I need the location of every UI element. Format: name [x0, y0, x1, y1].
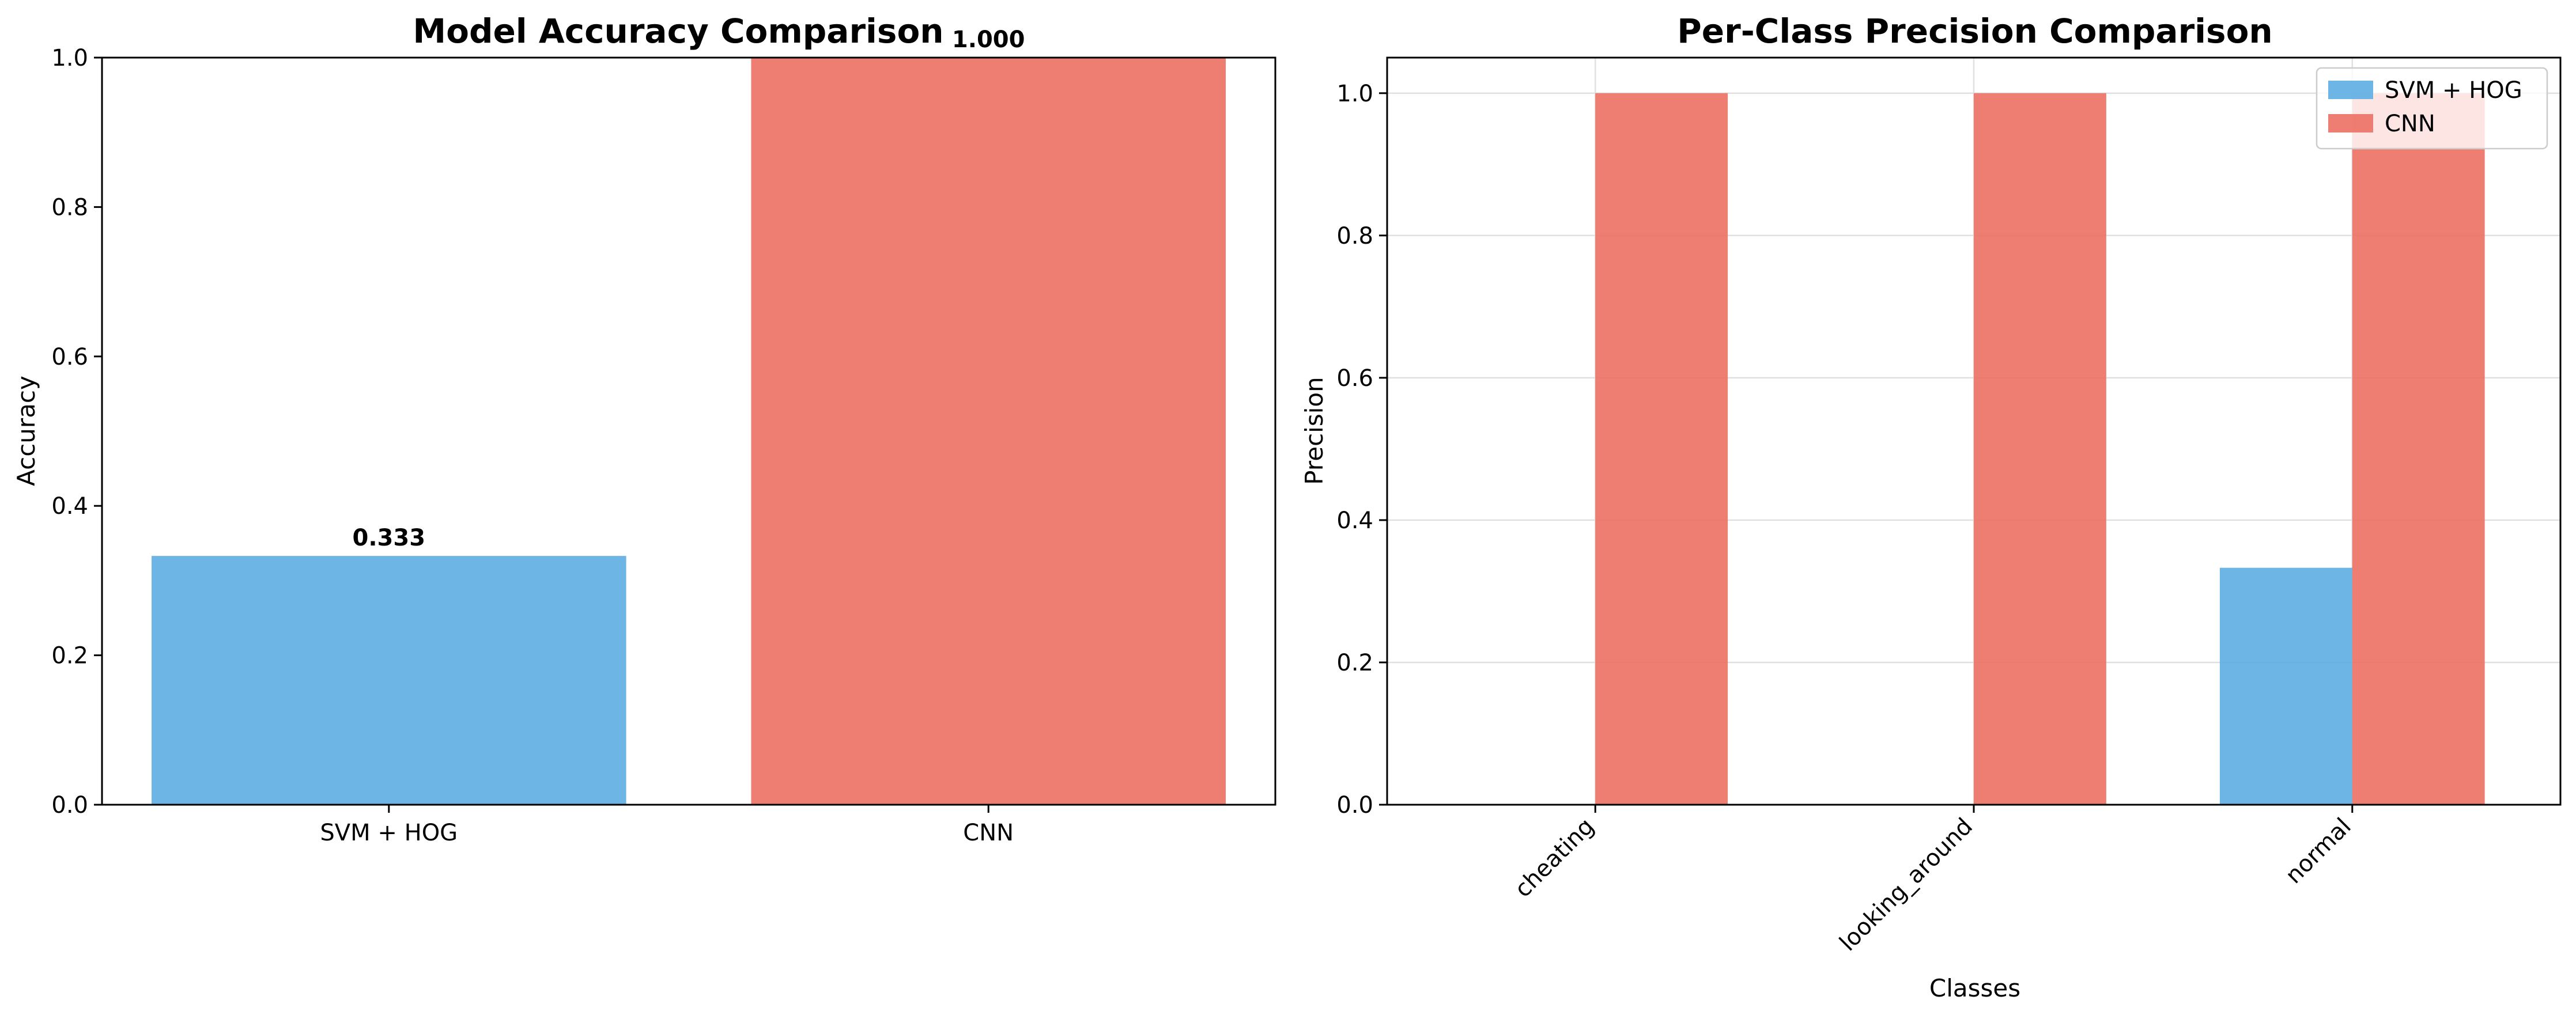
accuracy-x-tick-label: CNN — [963, 820, 1014, 846]
legend-box — [2316, 67, 2548, 150]
precision-plot-frame — [1386, 56, 2562, 806]
precision-y-tick-label: 0.6 — [1336, 365, 1373, 392]
precision-y-tick-label: 0.8 — [1336, 223, 1373, 249]
accuracy-y-tick-label: 1.0 — [51, 45, 88, 71]
accuracy-data-label: 1.000 — [952, 26, 1025, 53]
precision-bar — [2219, 567, 2352, 805]
precision-x-tick-label: normal — [2280, 813, 2356, 889]
precision-y-tick-label: 1.0 — [1336, 81, 1373, 107]
precision-bar — [1595, 93, 1728, 805]
precision-y-axis-label: Precision — [1300, 377, 1328, 484]
precision-chart-title: Per-Class Precision Comparison — [1677, 12, 2272, 51]
accuracy-plot-frame — [101, 56, 1276, 806]
precision-x-tick-label: cheating — [1510, 813, 1600, 903]
accuracy-bar — [751, 58, 1226, 805]
precision-x-axis-label: Classes — [1929, 974, 2020, 1002]
precision-y-tick-label: 0.2 — [1336, 650, 1373, 676]
precision-bar — [1974, 93, 2106, 805]
precision-y-tick-label: 0.4 — [1336, 507, 1373, 534]
precision-chart: Per-Class Precision Comparison Precision… — [1300, 12, 2562, 1002]
accuracy-chart-title: Model Accuracy Comparison — [413, 12, 943, 51]
accuracy-y-axis-label: Accuracy — [12, 376, 40, 486]
precision-x-tick-label: looking_around — [1834, 813, 1978, 957]
legend-swatch — [2328, 81, 2373, 99]
legend-entry-label: CNN — [2385, 111, 2435, 137]
accuracy-chart: Model Accuracy Comparison Accuracy 0.333… — [12, 12, 1276, 846]
legend-entry-label: SVM + HOG — [2385, 77, 2522, 104]
accuracy-bar — [152, 556, 626, 805]
legend-swatch — [2328, 114, 2373, 132]
precision-y-tick-label: 0.0 — [1336, 792, 1373, 819]
accuracy-y-tick-label: 0.4 — [51, 493, 88, 520]
accuracy-y-tick-label: 0.6 — [51, 344, 88, 370]
accuracy-y-tick-label: 0.2 — [51, 643, 88, 669]
accuracy-data-label: 0.333 — [353, 525, 426, 551]
precision-legend: SVM + HOG CNN — [2316, 67, 2548, 150]
accuracy-x-tick-label: SVM + HOG — [320, 820, 458, 846]
precision-bar — [2352, 93, 2485, 805]
accuracy-y-tick-label: 0.0 — [51, 792, 88, 819]
accuracy-y-tick-label: 0.8 — [51, 194, 88, 221]
